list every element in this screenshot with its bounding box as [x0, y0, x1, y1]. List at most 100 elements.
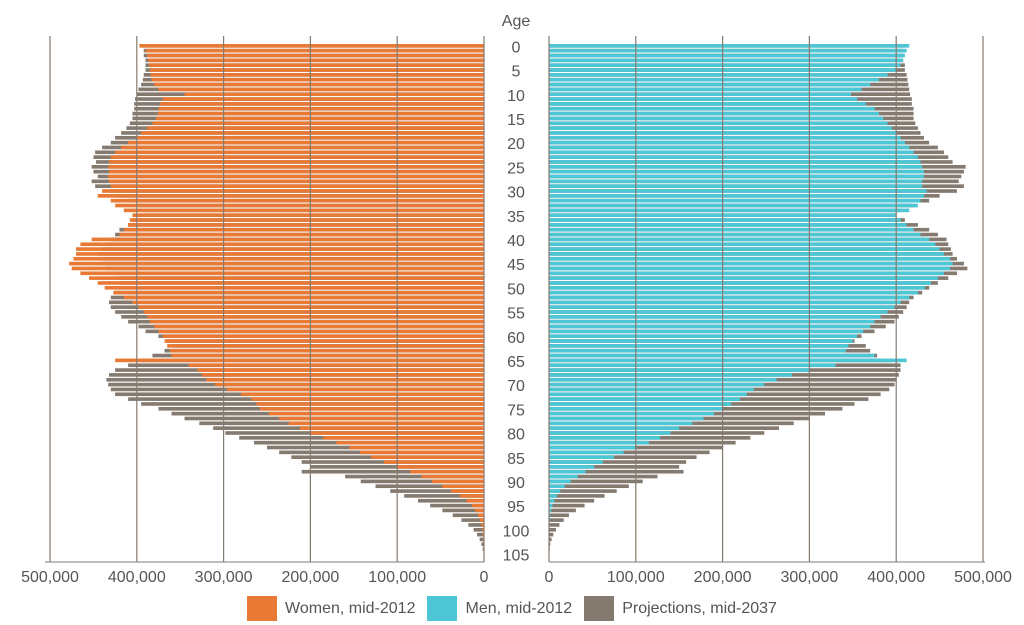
men-bar-age-53 — [549, 300, 901, 305]
age-tick-label-75: 75 — [507, 402, 525, 419]
projection-bar-women-age-99 — [468, 523, 484, 527]
x-tick-label-right-3: 300,000 — [780, 569, 838, 586]
women-bar-age-69 — [206, 377, 485, 382]
men-bar-age-20 — [549, 140, 905, 145]
women-bar-age-20 — [128, 140, 484, 145]
women-bar-age-44 — [73, 256, 484, 261]
age-tick-label-85: 85 — [507, 451, 525, 468]
women-bar-age-18 — [141, 131, 484, 135]
age-tick-label-70: 70 — [507, 378, 525, 395]
women-bar-age-31 — [97, 194, 485, 198]
men-bar-age-22 — [549, 150, 914, 155]
men-bar-age-8 — [549, 82, 871, 87]
women-bar-age-4 — [148, 63, 484, 67]
legend-label-women: Women, mid-2012 — [285, 599, 416, 617]
women-bar-age-63 — [169, 348, 484, 353]
women-bar-age-24 — [109, 160, 485, 164]
legend-swatch-men — [427, 596, 458, 621]
women-bar-age-10 — [184, 92, 485, 97]
men-bar-age-57 — [549, 319, 875, 324]
women-bar-age-46 — [71, 266, 484, 271]
men-bar-age-76 — [549, 411, 714, 416]
women-bar-age-11 — [162, 97, 484, 101]
men-bar-age-25 — [549, 164, 923, 169]
men-bar-age-39 — [549, 232, 921, 237]
men-bar-age-40 — [549, 237, 930, 242]
projection-bar-women-age-94 — [418, 498, 484, 503]
women-bar-age-73 — [251, 397, 484, 401]
age-tick-label-80: 80 — [507, 427, 525, 444]
men-bar-age-80 — [549, 431, 671, 435]
women-bar-age-59 — [158, 329, 484, 334]
projection-bar-men-age-103 — [549, 542, 551, 547]
women-bar-age-43 — [76, 252, 484, 256]
women-bar-age-3 — [148, 58, 485, 63]
women-bar-age-14 — [157, 111, 484, 116]
men-bar-age-77 — [549, 416, 704, 421]
projection-bar-men-age-92 — [549, 489, 617, 493]
women-bar-age-71 — [227, 387, 484, 392]
men-bar-age-19 — [549, 135, 901, 140]
women-bar-age-76 — [268, 411, 484, 416]
men-bar-age-6 — [549, 73, 888, 77]
projection-bar-men-age-96 — [549, 508, 576, 513]
men-bar-age-30 — [549, 189, 927, 193]
men-bar-age-97 — [549, 513, 551, 518]
men-bar-age-26 — [549, 169, 924, 174]
men-bar-age-88 — [549, 469, 586, 474]
age-tick-label-20: 20 — [507, 136, 525, 153]
legend-item-projection: Projections, mid-2037 — [584, 596, 777, 621]
women-bar-age-82 — [336, 440, 484, 445]
legend-swatch-women — [247, 596, 278, 621]
women-bar-age-66 — [188, 363, 484, 368]
women-bar-age-85 — [371, 455, 484, 460]
men-bar-age-32 — [549, 198, 921, 203]
men-bar-age-70 — [549, 382, 765, 387]
women-bar-age-27 — [108, 174, 484, 179]
women-bar-age-60 — [162, 334, 484, 339]
projection-bar-women-age-89 — [345, 474, 484, 479]
x-tick-label-left-1: 400,000 — [108, 569, 166, 586]
women-bar-age-39 — [119, 232, 484, 237]
men-bar-age-82 — [549, 440, 649, 445]
women-bar-age-1 — [145, 48, 485, 53]
men-bar-age-87 — [549, 465, 595, 469]
women-bar-age-21 — [121, 145, 485, 150]
men-bar-age-14 — [549, 111, 879, 116]
women-bar-age-92 — [451, 489, 484, 493]
men-bar-age-93 — [549, 494, 557, 498]
men-bar-age-34 — [549, 208, 910, 213]
women-bar-age-36 — [129, 218, 484, 222]
men-bar-age-92 — [549, 489, 561, 493]
women-bar-age-2 — [147, 53, 484, 58]
men-bar-age-55 — [549, 310, 888, 314]
legend-item-women: Women, mid-2012 — [247, 596, 415, 621]
x-tick-label-right-0: 0 — [545, 569, 554, 586]
women-bar-age-33 — [115, 203, 484, 208]
women-bar-age-45 — [69, 261, 484, 266]
men-bar-age-65 — [549, 358, 907, 363]
men-bar-age-47 — [549, 271, 944, 276]
women-bar-age-79 — [299, 426, 484, 430]
women-bar-age-93 — [459, 494, 484, 498]
projection-bar-women-age-93 — [404, 494, 484, 498]
women-bar-age-83 — [349, 445, 484, 450]
men-bar-age-33 — [549, 203, 918, 208]
men-bar-age-69 — [549, 377, 777, 382]
legend-label-men: Men, mid-2012 — [465, 599, 573, 617]
legend: Women, mid-2012 Men, mid-2012 Projection… — [0, 596, 1024, 621]
men-bar-age-73 — [549, 397, 740, 401]
men-bar-age-95 — [549, 503, 553, 508]
projection-bar-men-age-93 — [549, 494, 605, 498]
projection-bar-women-age-91 — [375, 484, 484, 489]
projection-bar-men-age-84 — [549, 450, 710, 455]
men-bar-age-3 — [549, 58, 904, 63]
projection-bar-men-age-87 — [549, 465, 680, 469]
projection-bar-men-age-100 — [549, 527, 556, 532]
women-bar-age-6 — [150, 73, 485, 77]
men-bar-age-4 — [549, 63, 901, 67]
men-bar-age-31 — [549, 194, 924, 198]
age-tick-label-90: 90 — [507, 475, 525, 492]
women-bar-age-28 — [109, 179, 485, 184]
men-bar-age-84 — [549, 450, 624, 455]
